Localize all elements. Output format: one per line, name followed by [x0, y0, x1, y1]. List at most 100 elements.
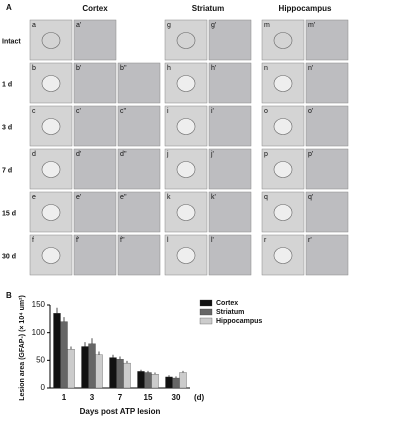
- row-label: 15 d: [2, 210, 16, 217]
- micrograph: [117, 62, 161, 104]
- panel-sublabel: b': [76, 65, 81, 72]
- row-label: 3 d: [2, 124, 12, 131]
- bar: [67, 349, 75, 389]
- micrograph: [117, 234, 161, 276]
- panel-sublabel: f'': [120, 237, 125, 244]
- micrograph: [73, 19, 117, 61]
- lesion: [273, 118, 293, 135]
- panel-sublabel: n': [308, 65, 313, 72]
- panel-sublabel: f: [32, 237, 34, 244]
- bar: [95, 354, 103, 389]
- micrograph: [117, 191, 161, 233]
- lesion: [176, 161, 196, 178]
- lesion: [176, 32, 196, 49]
- lesion: [41, 118, 61, 135]
- panel-sublabel: l: [167, 237, 169, 244]
- row-label: 1 d: [2, 81, 12, 88]
- panel-sublabel: d: [32, 151, 36, 158]
- legend-swatch: [199, 317, 213, 325]
- panel-sublabel: i: [167, 108, 169, 115]
- panel-sublabel: o: [264, 108, 268, 115]
- bar: [137, 371, 145, 389]
- lesion: [176, 204, 196, 221]
- bar: [151, 374, 159, 389]
- y-tick-label: 0: [41, 383, 46, 392]
- panel-sublabel: f': [76, 237, 79, 244]
- row-label: Intact: [2, 38, 21, 45]
- panel-sublabel: a': [76, 22, 81, 29]
- micrograph: [208, 105, 252, 147]
- panel-sublabel: h: [167, 65, 171, 72]
- x-tick-label: 3: [90, 393, 95, 402]
- lesion: [41, 32, 61, 49]
- legend-swatch: [199, 308, 213, 316]
- micrograph: [117, 105, 161, 147]
- micrograph: [73, 62, 117, 104]
- bar: [109, 357, 117, 389]
- x-unit: (d): [194, 393, 205, 402]
- lesion: [41, 204, 61, 221]
- lesion: [176, 118, 196, 135]
- column-header: Cortex: [82, 4, 108, 13]
- panel-sublabel: m': [308, 22, 315, 29]
- micrograph: [208, 148, 252, 190]
- panel-sublabel: j': [210, 151, 214, 158]
- panel-sublabel: o': [308, 108, 313, 115]
- panel-sublabel: m: [264, 22, 270, 29]
- micrograph: [305, 148, 349, 190]
- panel-sublabel: b'': [120, 65, 127, 72]
- legend-swatch: [199, 299, 213, 307]
- row-label: 7 d: [2, 167, 12, 174]
- bar: [123, 362, 131, 389]
- lesion: [41, 161, 61, 178]
- panel-sublabel: c'': [120, 108, 126, 115]
- micrograph: [29, 19, 73, 61]
- bar: [172, 377, 180, 389]
- micrograph: [305, 234, 349, 276]
- panel-sublabel: p': [308, 151, 313, 158]
- micrograph: [208, 62, 252, 104]
- lesion: [273, 75, 293, 92]
- panel-sublabel: q': [308, 194, 313, 201]
- legend-label: Cortex: [216, 300, 238, 307]
- panel-sublabel: q: [264, 194, 268, 201]
- column-header: Striatum: [192, 4, 224, 13]
- panel-sublabel: k: [167, 194, 171, 201]
- bar: [144, 372, 152, 389]
- panel-sublabel: e: [32, 194, 36, 201]
- x-tick-label: 30: [172, 393, 181, 402]
- panel-sublabel: a: [32, 22, 36, 29]
- panel-sublabel: g': [211, 22, 216, 29]
- lesion: [176, 247, 196, 264]
- bar: [53, 313, 61, 389]
- x-tick-label: 7: [118, 393, 123, 402]
- micrograph: [305, 62, 349, 104]
- micrograph: [208, 234, 252, 276]
- micrograph: [117, 148, 161, 190]
- panel-sublabel: b: [32, 65, 36, 72]
- panel-sublabel: e': [76, 194, 81, 201]
- panel-sublabel: k': [211, 194, 216, 201]
- micrograph: [29, 234, 73, 276]
- micrograph: [73, 105, 117, 147]
- panel-sublabel: p: [264, 151, 268, 158]
- panel-sublabel: j: [166, 151, 169, 158]
- lesion: [273, 204, 293, 221]
- panel-label: A: [6, 3, 12, 12]
- y-tick-label: 50: [36, 355, 45, 364]
- bar: [81, 346, 89, 389]
- x-tick-label: 15: [144, 393, 153, 402]
- x-tick-label: 1: [62, 393, 67, 402]
- micrograph: [208, 191, 252, 233]
- lesion: [176, 75, 196, 92]
- micrograph: [208, 19, 252, 61]
- legend-label: Hippocampus: [216, 318, 262, 325]
- micrograph: [164, 19, 208, 61]
- micrograph: [305, 19, 349, 61]
- panel-sublabel: g: [167, 22, 171, 29]
- lesion: [273, 32, 293, 49]
- legend-label: Striatum: [216, 309, 244, 316]
- panel-sublabel: n: [264, 65, 268, 72]
- panel-sublabel: r': [308, 237, 312, 244]
- panel-sublabel: c: [32, 108, 36, 115]
